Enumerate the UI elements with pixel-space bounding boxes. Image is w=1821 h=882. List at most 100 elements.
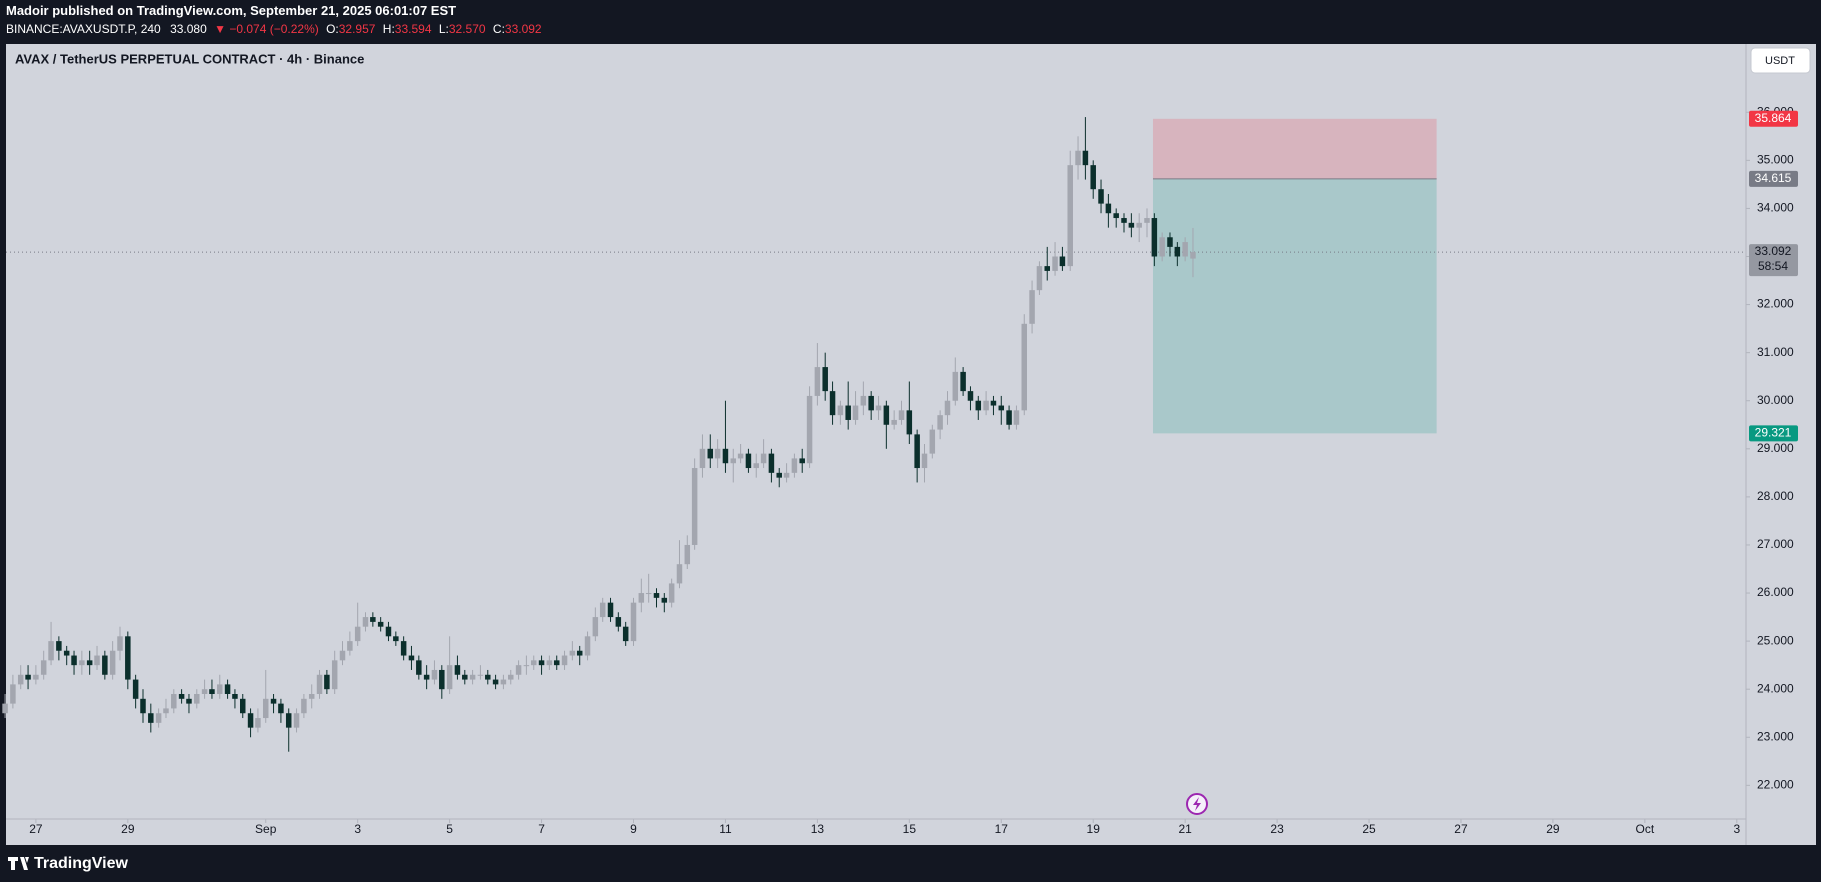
h-label: H: [383,22,395,36]
candle-body [868,395,874,411]
candle-body [753,463,759,469]
candle-body [2,703,8,714]
candle-body [132,679,139,699]
candle-body [745,453,752,469]
candle-body [446,665,453,690]
candle-body [599,602,606,618]
candle-body [362,617,369,627]
candle-body [492,679,499,685]
candle-body [837,405,844,416]
candle-body [171,694,177,709]
candle-body [1190,252,1196,259]
l-label: L: [439,22,449,36]
candle-body [416,660,422,675]
x-tick-label: 19 [1087,822,1101,836]
candle-body [1098,189,1104,204]
symbol: BINANCE:AVAXUSDT.P, 240 [6,22,161,36]
candle-body [990,400,997,406]
candle-body [1021,323,1028,411]
candle-body [423,674,430,680]
o-value: 32.957 [339,22,376,36]
candle-body [929,429,936,454]
candle-body [737,453,744,459]
candle-body [1113,213,1119,219]
candle-body [983,400,989,411]
candle-body [270,698,277,704]
candle-body [699,448,706,469]
candle-body [684,544,691,565]
candle-body [86,660,93,666]
countdown: 58:54 [1758,259,1788,273]
y-tick-label: 34.000 [1757,201,1794,215]
candle-body [860,395,867,406]
candle-body [1082,150,1089,166]
currency-button[interactable] [1750,47,1811,74]
candle-body [891,419,897,425]
candle-body [477,674,484,676]
publisher: Madoir published on TradingView.com, Sep… [6,3,456,18]
candle-body [194,694,200,704]
candle-body [48,641,54,661]
candle-body [1136,222,1142,228]
x-tick-label: 27 [29,822,43,836]
candle-body [691,468,698,545]
candle-body [1036,266,1043,291]
target-zone [1152,178,1437,434]
candle-body [293,713,300,728]
candle-body [1052,256,1058,271]
candle-body [584,636,591,656]
candle-body [1006,410,1012,425]
candle-body [400,641,407,656]
x-tick-label: 15 [903,822,917,836]
y-tick-label: 32.000 [1757,297,1794,311]
candle-body [301,698,307,714]
candle-body [960,371,966,392]
x-tick-label: 3 [354,822,361,836]
candle-body [607,602,614,618]
x-tick-label: 29 [1546,822,1560,836]
candle-body [937,415,943,430]
y-tick-label: 30.000 [1757,393,1794,407]
x-tick-label: 7 [538,822,545,836]
candle-body [592,617,599,637]
candle-body [1029,290,1035,324]
candle-body [967,391,974,401]
x-tick-label: 3 [1733,822,1740,836]
candle-body [109,650,116,675]
candle-body [852,405,859,420]
y-tick-label: 28.000 [1757,489,1794,503]
target-label: 29.321 [1755,426,1792,440]
x-tick-label: 29 [121,822,135,836]
candle-body [1182,242,1188,257]
candle-body [1013,410,1020,425]
candle-body [1067,165,1073,267]
currency[interactable]: USDT [1765,55,1795,67]
candle-body [814,367,821,396]
candle-body [546,660,553,666]
candle-body [370,617,376,622]
candle-body [806,395,813,464]
x-tick-label: 13 [811,822,825,836]
candle-body [561,655,568,666]
candle-body [1128,222,1135,228]
candle-body [1075,150,1081,166]
o-label: O: [326,22,339,36]
candle-body [33,674,39,680]
x-tick-label: 23 [1270,822,1284,836]
candle-body [17,674,24,685]
candle-body [40,660,47,675]
y-tick-label: 35.000 [1757,153,1794,167]
l-value: 32.570 [449,22,486,36]
candle-body [883,405,890,425]
candle-body [125,636,131,680]
candle-body [952,371,959,401]
y-tick-label: 27.000 [1757,537,1794,551]
candle-body [791,458,798,473]
candle-body [1059,256,1066,267]
candle-body [730,458,737,464]
entry-label: 34.615 [1755,171,1792,185]
candle-body [515,665,522,675]
candle-body [676,564,683,584]
candle-body [354,626,361,642]
candle-body [331,660,338,690]
